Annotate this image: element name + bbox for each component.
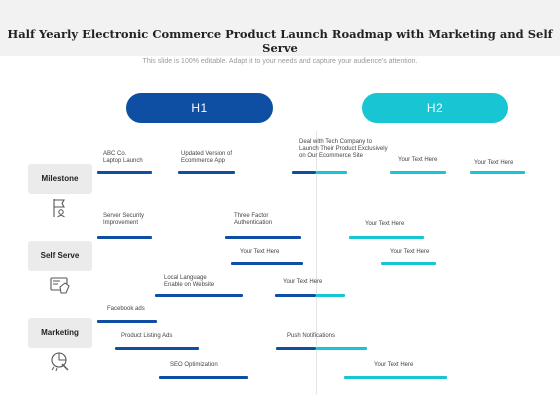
bar-push-notifications-h1	[276, 347, 316, 350]
task-seo-optimization: SEO Optimization	[170, 362, 218, 368]
task-marketing-text-1: Your Text Here	[374, 362, 414, 368]
bar-self-serve-text-1	[349, 236, 424, 239]
task-self-serve-text-1: Your Text Here	[365, 221, 405, 227]
bar-product-listing-ads	[115, 347, 199, 350]
task-product-listing-ads: Product Listing Ads	[121, 333, 173, 339]
category-marketing: Marketing	[28, 318, 92, 348]
category-milestone: Milestone	[28, 164, 92, 194]
phase-divider	[316, 131, 317, 394]
task-milestone-text-1: Your Text Here	[398, 157, 438, 163]
bar-abc-laptop-launch	[97, 171, 152, 174]
bar-updated-ecommerce-app	[178, 171, 235, 174]
bar-milestone-text-1	[390, 171, 446, 174]
task-self-serve-text-2: Your Text Here	[240, 249, 280, 255]
flag-icon	[53, 199, 65, 218]
bar-tech-company-deal-h2	[316, 171, 347, 174]
page-title: Half Yearly Electronic Commerce Product …	[7, 27, 553, 55]
task-push-notifications: Push Notifications	[287, 333, 336, 339]
bar-local-language	[155, 294, 243, 297]
bar-tech-company-deal-h1	[292, 171, 316, 174]
task-self-serve-text-4: Your Text Here	[283, 279, 323, 285]
bar-milestone-text-2	[470, 171, 525, 174]
bar-server-security	[97, 236, 152, 239]
bar-facebook-ads	[97, 320, 157, 323]
bar-self-serve-text-4-h2	[316, 294, 345, 297]
task-server-security: Server Security Improvement	[103, 213, 145, 226]
task-tech-company-deal: Deal with Tech Company to Launch Their Pr…	[299, 139, 388, 159]
phase-h2-pill: H2	[362, 93, 508, 123]
marketing-icon	[51, 352, 69, 372]
task-facebook-ads: Facebook ads	[107, 306, 145, 312]
bar-seo-optimization	[159, 376, 248, 379]
bar-marketing-text-1	[344, 376, 447, 379]
phase-h1-pill: H1	[126, 93, 273, 123]
category-self-serve: Self Serve	[28, 241, 92, 271]
page-subtitle: This slide is 100% editable. Adapt it to…	[142, 58, 418, 65]
title-band	[0, 0, 560, 56]
task-milestone-text-2: Your Text Here	[474, 160, 514, 166]
bar-self-serve-text-4-h1	[275, 294, 316, 297]
bar-self-serve-text-2	[231, 262, 303, 265]
self-serve-icon	[50, 277, 70, 294]
task-local-language: Local Language Enable on Website	[164, 275, 215, 288]
bar-push-notifications-h2	[316, 347, 367, 350]
task-three-factor-auth: Three Factor Authentication	[234, 213, 273, 226]
bar-self-serve-text-3	[381, 262, 436, 265]
task-abc-laptop-launch: ABC Co. Laptop Launch	[103, 151, 143, 164]
task-updated-ecommerce-app: Updated Version of Ecommerce App	[181, 151, 233, 164]
task-self-serve-text-3: Your Text Here	[390, 249, 430, 255]
bar-three-factor-auth	[225, 236, 301, 239]
